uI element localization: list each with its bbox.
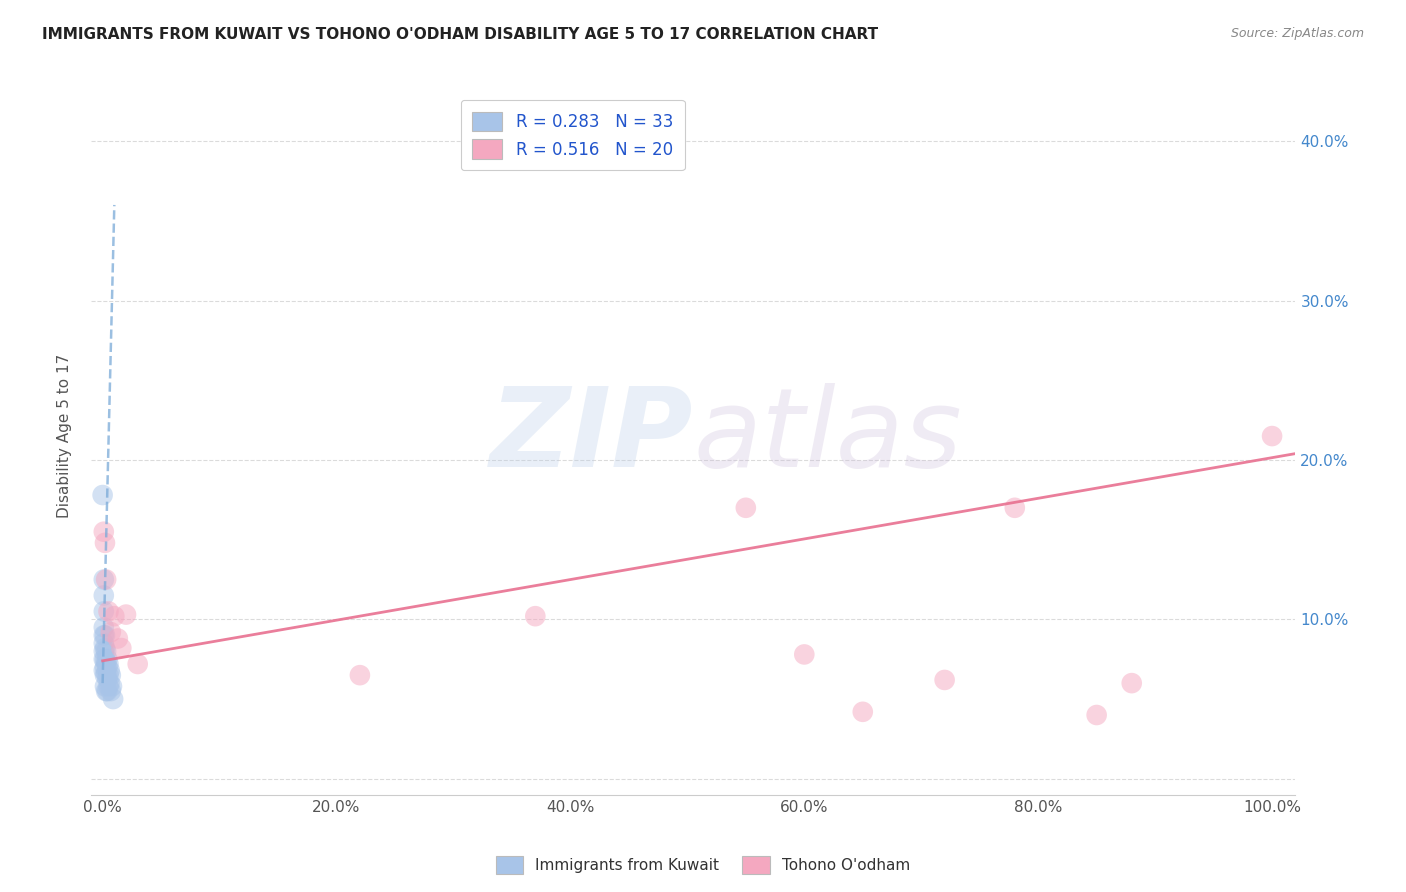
Point: [110, 641, 132, 656]
Text: atlas: atlas: [693, 383, 962, 490]
Point: [96, 652, 118, 666]
Point: [734, 500, 756, 515]
Point: [1004, 500, 1026, 515]
Point: [94, 644, 117, 658]
Point: [96, 660, 118, 674]
Point: [96, 684, 118, 698]
Point: [107, 632, 129, 646]
Legend: R = 0.283   N = 33, R = 0.516   N = 20: R = 0.283 N = 33, R = 0.516 N = 20: [461, 100, 685, 170]
Point: [1261, 429, 1284, 443]
Point: [93, 652, 115, 666]
Point: [852, 705, 875, 719]
Point: [98, 676, 121, 690]
Point: [93, 524, 115, 539]
Point: [101, 692, 124, 706]
Point: [94, 684, 117, 698]
Point: [98, 664, 121, 678]
Point: [934, 673, 956, 687]
Point: [93, 589, 115, 603]
Point: [1121, 676, 1143, 690]
Text: Source: ZipAtlas.com: Source: ZipAtlas.com: [1230, 27, 1364, 40]
Point: [94, 660, 117, 674]
Point: [93, 636, 115, 650]
Point: [93, 644, 115, 658]
Point: [96, 671, 118, 685]
Point: [93, 664, 115, 678]
Point: [97, 604, 120, 618]
Point: [93, 628, 115, 642]
Point: [94, 641, 117, 656]
Point: [349, 668, 371, 682]
Point: [115, 607, 138, 622]
Point: [793, 648, 815, 662]
Point: [97, 668, 120, 682]
Point: [94, 573, 117, 587]
Point: [93, 573, 115, 587]
Point: [524, 609, 547, 624]
Point: [100, 684, 122, 698]
Legend: Immigrants from Kuwait, Tohono O'odham: Immigrants from Kuwait, Tohono O'odham: [489, 850, 917, 880]
Point: [1085, 708, 1108, 723]
Point: [101, 679, 124, 693]
Point: [94, 536, 117, 550]
Point: [93, 604, 115, 618]
Point: [94, 666, 117, 681]
Point: [94, 668, 117, 682]
Point: [100, 625, 122, 640]
Point: [127, 657, 149, 671]
Point: [91, 488, 114, 502]
Text: ZIP: ZIP: [489, 383, 693, 490]
Point: [94, 656, 117, 670]
Point: [103, 609, 125, 624]
Point: [93, 620, 115, 634]
Point: [94, 679, 117, 693]
Point: [94, 628, 117, 642]
Point: [100, 668, 122, 682]
Text: IMMIGRANTS FROM KUWAIT VS TOHONO O'ODHAM DISABILITY AGE 5 TO 17 CORRELATION CHAR: IMMIGRANTS FROM KUWAIT VS TOHONO O'ODHAM…: [42, 27, 879, 42]
Point: [94, 652, 117, 666]
Point: [97, 657, 120, 671]
Y-axis label: Disability Age 5 to 17: Disability Age 5 to 17: [58, 354, 72, 518]
Point: [97, 679, 120, 693]
